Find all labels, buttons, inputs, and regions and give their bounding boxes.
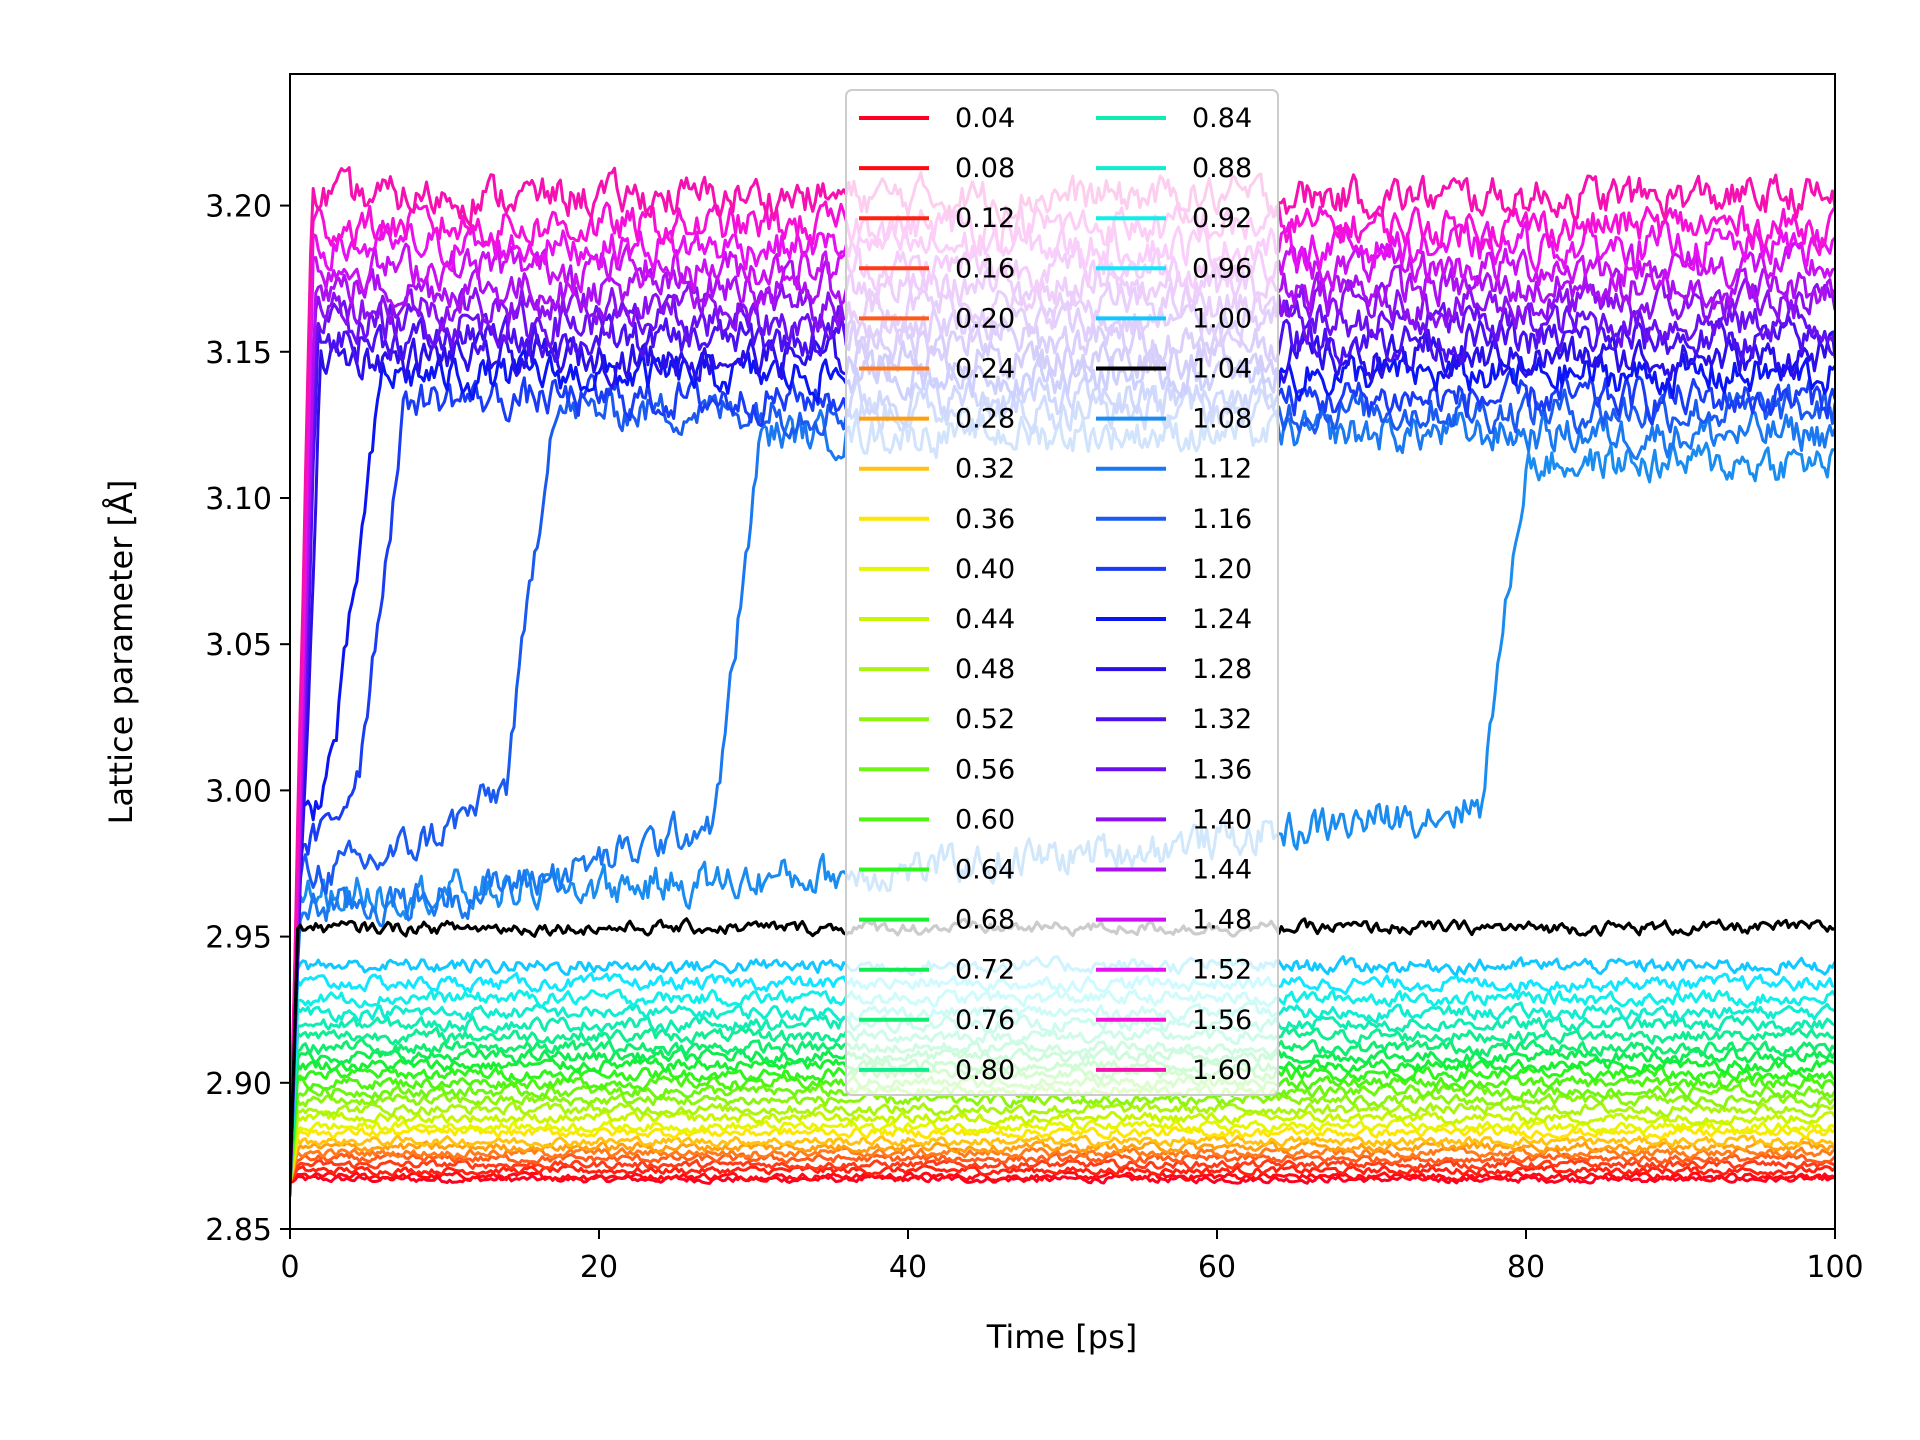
y-tick-label: 2.95 [205, 921, 272, 956]
legend-label: 0.72 [955, 955, 1015, 986]
legend-label: 0.88 [1192, 153, 1252, 184]
legend-label: 0.44 [955, 604, 1015, 635]
legend-label: 0.16 [955, 253, 1015, 284]
legend-label: 0.40 [955, 554, 1015, 585]
x-tick-label: 0 [280, 1250, 299, 1285]
legend-label: 1.32 [1192, 704, 1252, 735]
legend-label: 0.84 [1192, 103, 1252, 134]
series-line-0-52 [290, 1091, 1835, 1181]
legend-label: 1.28 [1192, 654, 1252, 685]
legend-label: 1.36 [1192, 754, 1252, 785]
legend-label: 1.00 [1192, 303, 1252, 334]
y-tick-label: 2.90 [205, 1067, 272, 1102]
legend-label: 0.92 [1192, 203, 1252, 234]
legend-label: 0.12 [955, 203, 1015, 234]
legend-label: 1.40 [1192, 804, 1252, 835]
legend-label: 1.20 [1192, 554, 1252, 585]
series-line-0-32 [290, 1134, 1835, 1183]
legend-label: 0.60 [955, 804, 1015, 835]
legend-label: 1.08 [1192, 404, 1252, 435]
y-axis-ticks: 2.85 2.90 2.95 3.00 3.05 3.10 3.15 3.20 [205, 190, 290, 1248]
legend-label: 1.52 [1192, 955, 1252, 986]
legend-label: 0.64 [955, 855, 1015, 886]
legend-label: 0.20 [955, 303, 1015, 334]
y-tick-label: 3.00 [205, 774, 272, 809]
x-tick-label: 20 [580, 1250, 618, 1285]
legend-label: 0.04 [955, 103, 1015, 134]
series-line-0-48 [290, 1101, 1835, 1181]
y-axis-label: Lattice parameter [Å] [102, 480, 140, 825]
y-tick-label: 3.15 [205, 336, 272, 371]
plot-frame [289, 73, 1836, 1230]
x-tick-label: 60 [1198, 1250, 1236, 1285]
series-line-0-36 [290, 1125, 1835, 1184]
legend-box [845, 89, 1279, 1096]
x-tick-label: 40 [889, 1250, 927, 1285]
legend-label: 0.68 [955, 905, 1015, 936]
x-axis-label: Time [ps] [986, 1318, 1137, 1356]
legend-label: 0.52 [955, 704, 1015, 735]
legend-label: 1.48 [1192, 905, 1252, 936]
legend-label: 0.56 [955, 754, 1015, 785]
y-tick-label: 3.10 [205, 482, 272, 517]
y-tick-label: 3.05 [205, 628, 272, 663]
x-tick-label: 100 [1806, 1250, 1863, 1285]
series-line-0-20 [290, 1152, 1835, 1185]
legend-label: 0.80 [955, 1055, 1015, 1086]
series-line-0-24 [290, 1146, 1835, 1180]
legend-label: 1.24 [1192, 604, 1252, 635]
series-line-0-44 [290, 1109, 1835, 1187]
x-axis-ticks: 0 20 40 60 80 100 [280, 1229, 1864, 1285]
series-line-0-28 [290, 1139, 1835, 1183]
legend-label: 0.08 [955, 153, 1015, 184]
legend: 0.04 0.08 0.12 0.16 0.20 0.24 0.28 0.32 0.36 0.40… [845, 89, 1279, 1096]
legend-label: 0.76 [955, 1005, 1015, 1036]
legend-label: 1.04 [1192, 354, 1252, 385]
legend-label: 0.24 [955, 354, 1015, 385]
legend-label: 0.96 [1192, 253, 1252, 284]
legend-label: 1.60 [1192, 1055, 1252, 1086]
y-tick-label: 3.20 [205, 190, 272, 225]
legend-label: 1.16 [1192, 504, 1252, 535]
legend-label: 0.28 [955, 404, 1015, 435]
legend-label: 1.12 [1192, 454, 1252, 485]
legend-label: 1.44 [1192, 855, 1252, 886]
legend-label: 0.36 [955, 504, 1015, 535]
x-tick-label: 80 [1507, 1250, 1545, 1285]
legend-label: 1.56 [1192, 1005, 1252, 1036]
y-tick-label: 2.85 [205, 1213, 272, 1248]
legend-label: 0.32 [955, 454, 1015, 485]
series-line-0-40 [290, 1118, 1835, 1181]
legend-label: 0.48 [955, 654, 1015, 685]
